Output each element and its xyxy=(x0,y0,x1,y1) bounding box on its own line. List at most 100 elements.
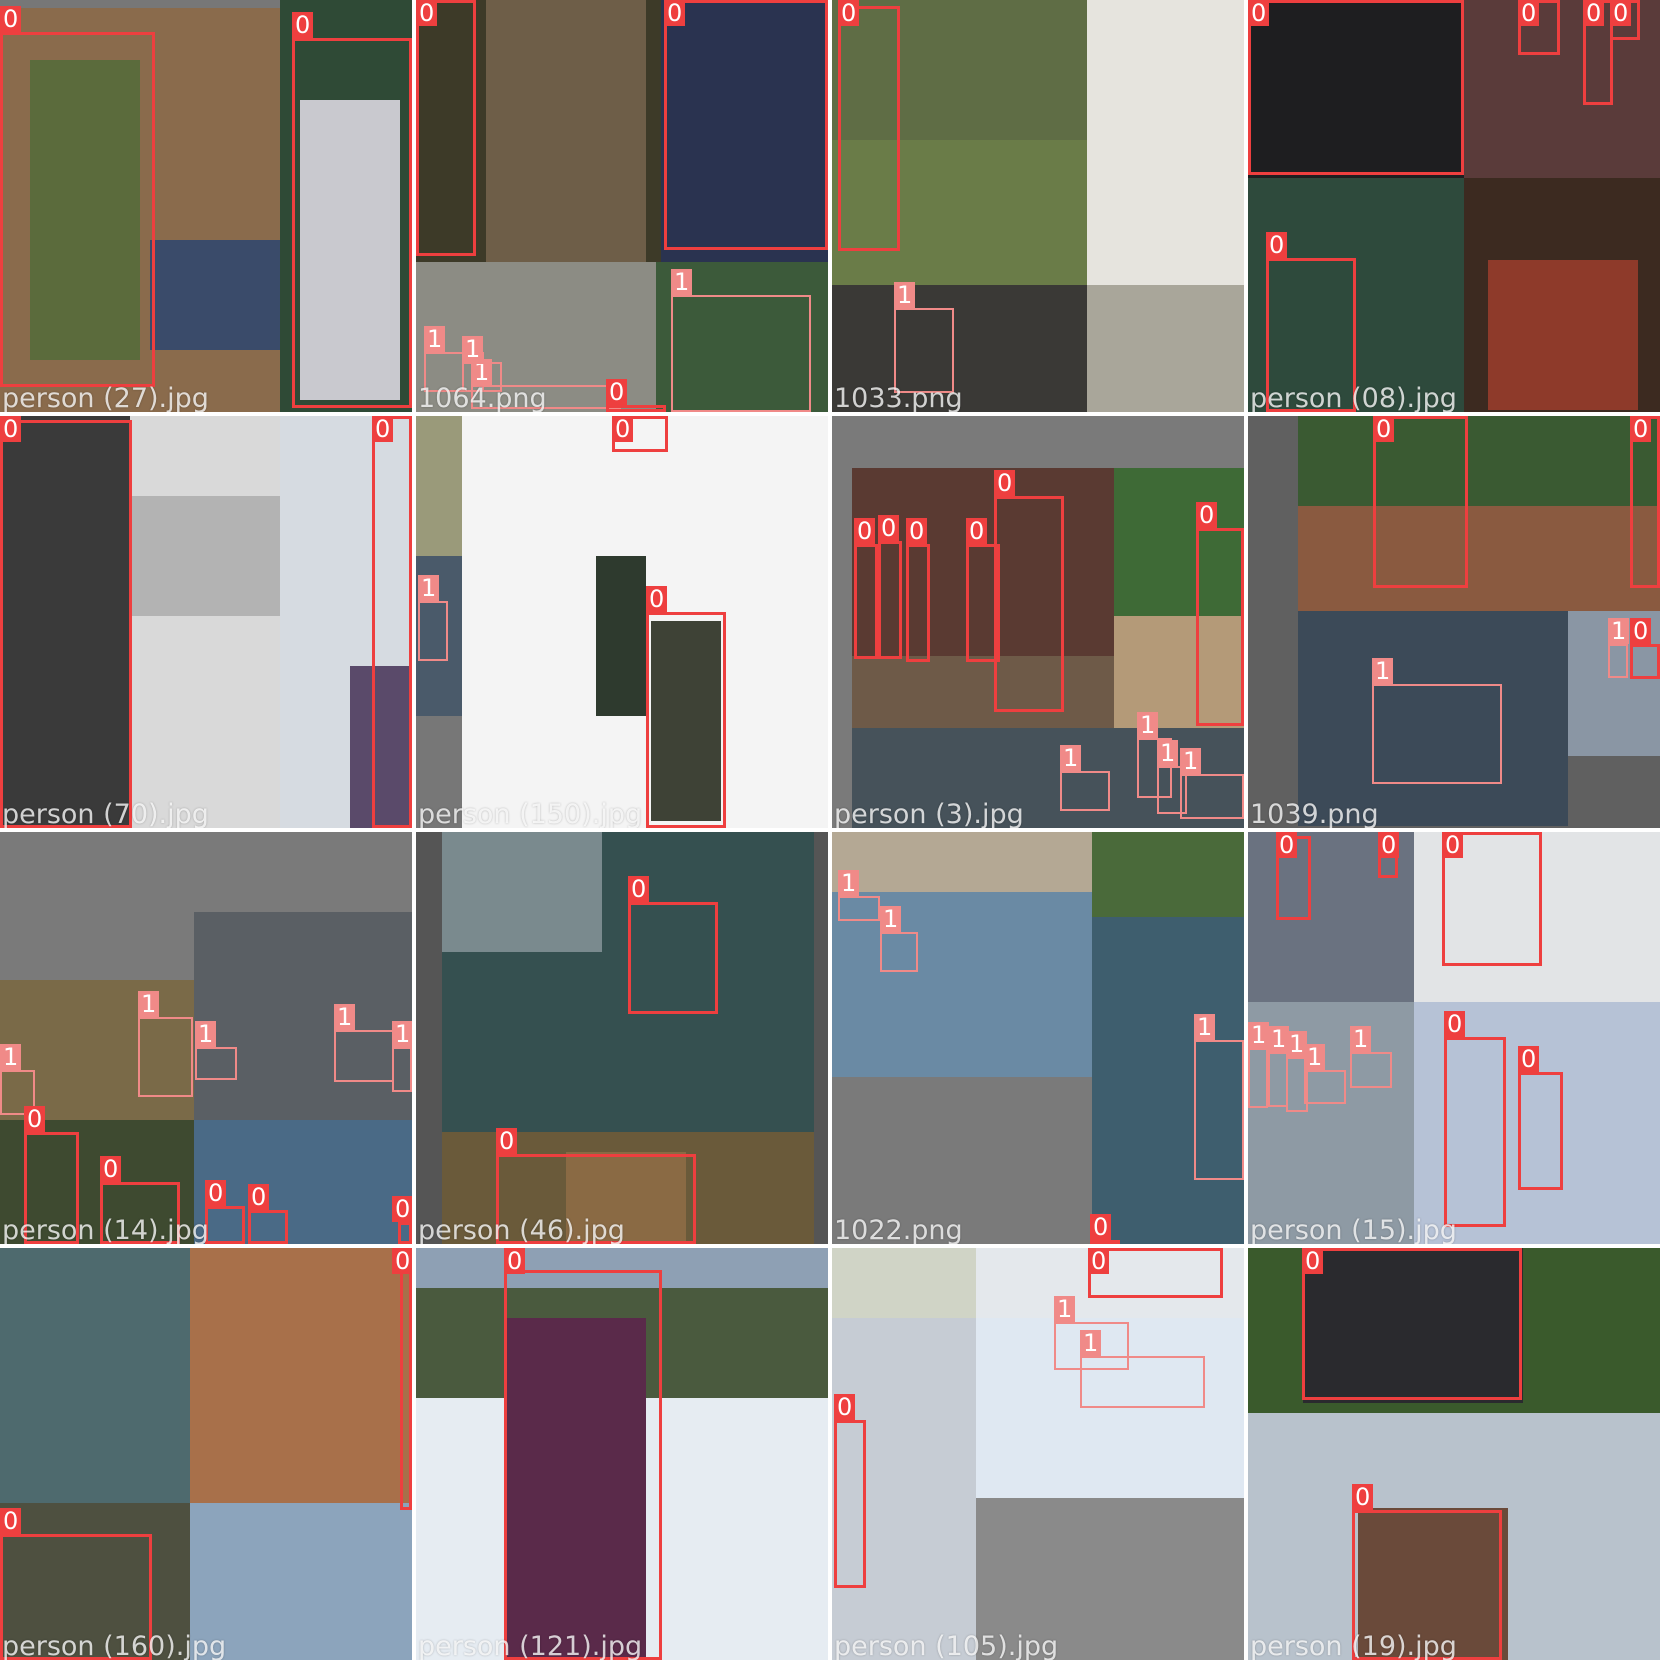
tile-caption: 1064.png xyxy=(418,383,547,413)
bounding-box xyxy=(880,932,918,972)
class-label: 0 xyxy=(0,416,22,442)
bounding-box xyxy=(496,1154,696,1244)
bounding-box xyxy=(1444,1037,1506,1227)
class-label: 1 xyxy=(1248,1022,1270,1048)
tile-caption: person (105).jpg xyxy=(834,1631,1059,1661)
image-patch xyxy=(976,1248,1244,1318)
bounding-box xyxy=(398,1222,412,1244)
image-patch xyxy=(1114,616,1244,728)
class-label: 1 xyxy=(1157,740,1179,766)
class-label: 1 xyxy=(1268,1026,1290,1052)
class-label: 0 xyxy=(1583,0,1605,26)
class-label: 1 xyxy=(1286,1031,1308,1057)
bounding-box xyxy=(1090,1240,1120,1244)
bounding-box xyxy=(1268,1052,1288,1107)
bounding-box xyxy=(24,1132,79,1244)
bounding-box xyxy=(966,544,1000,662)
bounding-box xyxy=(1080,1356,1205,1408)
image-patch xyxy=(1464,0,1660,178)
class-label: 0 xyxy=(1088,1248,1110,1274)
bounding-box xyxy=(1304,1070,1346,1104)
bounding-box xyxy=(0,32,155,387)
bounding-box xyxy=(671,295,811,412)
bounding-box xyxy=(1350,1052,1392,1088)
class-label: 1 xyxy=(1304,1044,1326,1070)
bounding-box xyxy=(504,1270,662,1660)
tile-caption: 1033.png xyxy=(834,383,963,413)
tile-caption: person (70).jpg xyxy=(2,799,209,829)
bounding-box xyxy=(0,420,132,828)
bounding-box xyxy=(1248,1048,1268,1108)
class-label: 0 xyxy=(878,515,900,541)
tile-caption: person (160).jpg xyxy=(2,1631,227,1661)
bounding-box xyxy=(606,405,666,412)
image-patch xyxy=(442,832,602,952)
class-label: 0 xyxy=(1302,1248,1324,1274)
bounding-box xyxy=(1372,684,1502,784)
class-label: 1 xyxy=(1194,1014,1216,1040)
mosaic-tile: 0 0 0 1 1 1 1 1 0 0 person (15).jpg xyxy=(1248,832,1660,1244)
bounding-box xyxy=(248,1210,288,1244)
bounding-box xyxy=(994,496,1064,712)
class-label: 0 xyxy=(906,518,928,544)
image-patch xyxy=(651,621,721,821)
image-patch xyxy=(832,832,1092,892)
image-patch xyxy=(1303,1248,1523,1403)
image-patch xyxy=(566,1152,686,1244)
image-patch xyxy=(0,1503,190,1660)
mosaic-tile: 0 1 0 person (150).jpg xyxy=(416,416,828,828)
mosaic-tile: 1 1 1 1 1 0 0 0 0 0 person (14).jpg xyxy=(0,832,412,1244)
bounding-box xyxy=(646,612,726,828)
class-label: 0 xyxy=(1266,232,1288,258)
bounding-box xyxy=(1248,0,1464,175)
class-label: 1 xyxy=(424,326,446,352)
bounding-box xyxy=(838,896,880,921)
tile-caption: person (19).jpg xyxy=(1250,1631,1457,1661)
image-patch xyxy=(150,240,280,350)
image-patch xyxy=(1092,832,1244,917)
tile-caption: 1039.png xyxy=(1250,799,1379,829)
class-label: 0 xyxy=(1610,0,1632,26)
class-label: 0 xyxy=(1090,1214,1112,1240)
bounding-box xyxy=(1180,774,1244,819)
class-label: 0 xyxy=(292,12,314,38)
image-patch xyxy=(852,728,1244,828)
image-patch xyxy=(30,60,140,360)
class-label: 0 xyxy=(205,1180,227,1206)
class-label: 0 xyxy=(24,1106,46,1132)
bounding-box xyxy=(1286,1057,1308,1112)
mosaic-tile: 0 0 person (160).jpg xyxy=(0,1248,412,1660)
bounding-box xyxy=(334,1030,394,1082)
mosaic-tile: 0 0 1 1 0 1039.png xyxy=(1248,416,1660,828)
class-label: 0 xyxy=(834,1394,856,1420)
class-label: 0 xyxy=(1518,0,1540,26)
bounding-box xyxy=(1302,1248,1522,1400)
bounding-box xyxy=(854,544,878,659)
bounding-box xyxy=(1608,644,1628,678)
bounding-box xyxy=(195,1047,237,1080)
class-label: 0 xyxy=(994,470,1016,496)
tile-caption: person (15).jpg xyxy=(1250,1215,1457,1245)
mosaic-tile: 0 1 1033.png xyxy=(832,0,1244,412)
tile-caption: 1022.png xyxy=(834,1215,963,1245)
class-label: 1 xyxy=(462,336,484,362)
class-label: 0 xyxy=(248,1184,270,1210)
bounding-box xyxy=(1054,1322,1129,1370)
image-patch xyxy=(194,912,412,1120)
class-label: 1 xyxy=(671,269,693,295)
bounding-box xyxy=(1194,1040,1244,1180)
bounding-box xyxy=(1352,1510,1502,1660)
class-label: 1 xyxy=(894,282,916,308)
image-patch xyxy=(852,656,1114,728)
class-label: 0 xyxy=(416,0,438,26)
bounding-box xyxy=(1196,528,1244,726)
image-patch xyxy=(194,1120,412,1244)
image-patch xyxy=(976,1318,1244,1498)
bounding-box xyxy=(1442,832,1542,966)
class-label: 1 xyxy=(1054,1296,1076,1322)
class-label: 1 xyxy=(1060,745,1082,771)
bounding-box xyxy=(138,1017,193,1097)
class-label: 1 xyxy=(1350,1026,1372,1052)
class-label: 0 xyxy=(646,586,668,612)
